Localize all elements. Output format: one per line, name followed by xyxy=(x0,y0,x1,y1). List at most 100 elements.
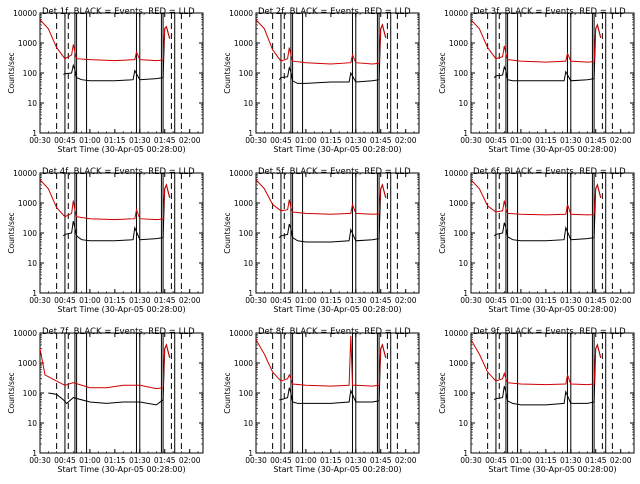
y-axis-label: Counts/sec xyxy=(7,52,16,93)
y-tick-label: 10 xyxy=(27,259,37,268)
series-line-events xyxy=(278,23,387,84)
x-tick-label: 00:30 xyxy=(29,296,51,305)
panel-det-1: Det 1f, BLACK = Events, RED = LLD 1 10 100 1… xyxy=(7,7,204,154)
panel-det-2: Det 2f, BLACK = Events, RED = LLD 1 10 100 1… xyxy=(223,7,420,154)
series-line-events xyxy=(278,183,387,243)
y-tick-label: 10 xyxy=(458,419,468,428)
x-tick-label: 01:00 xyxy=(79,296,101,305)
y-tick-label: 10 xyxy=(458,99,468,108)
y-tick-label: 10 xyxy=(27,419,37,428)
x-tick-label: 01:00 xyxy=(295,456,317,465)
y-tick-label: 10000 xyxy=(444,169,468,178)
y-tick-label: 1 xyxy=(463,449,468,458)
series-group xyxy=(40,343,171,406)
series-line-lld xyxy=(40,343,171,390)
series-line-lld xyxy=(256,179,387,215)
chart-title: Det 1f, BLACK = Events, RED = LLD xyxy=(42,7,195,17)
x-tick-label: 00:45 xyxy=(485,296,507,305)
x-tick-label: 00:45 xyxy=(54,136,76,145)
y-tick-label: 1000 xyxy=(18,39,37,48)
y-tick-label: 1000 xyxy=(234,199,253,208)
x-axis-label: Start Time (30-Apr-05 00:28:00) xyxy=(273,465,401,474)
x-tick-label: 01:00 xyxy=(295,136,317,145)
x-axis-label: Start Time (30-Apr-05 00:28:00) xyxy=(57,305,185,314)
panel-det-9: Det 9f, BLACK = Events, RED = LLD 1 10 100 1… xyxy=(438,327,635,474)
x-tick-label: 01:00 xyxy=(79,136,101,145)
x-tick-label: 01:45 xyxy=(585,136,607,145)
x-tick-label: 01:30 xyxy=(345,136,367,145)
x-tick-label: 02:00 xyxy=(610,136,632,145)
x-tick-label: 02:00 xyxy=(179,136,201,145)
x-tick-label: 01:45 xyxy=(154,296,176,305)
x-tick-label: 02:00 xyxy=(610,296,632,305)
y-tick-label: 1 xyxy=(248,129,253,138)
x-tick-label: 01:30 xyxy=(129,296,151,305)
series-group xyxy=(40,19,171,82)
x-tick-label: 01:30 xyxy=(129,136,151,145)
x-tick-label: 01:15 xyxy=(320,136,342,145)
x-tick-label: 00:45 xyxy=(485,136,507,145)
y-tick-label: 10000 xyxy=(13,169,37,178)
x-tick-label: 01:00 xyxy=(295,296,317,305)
y-axis-label: Counts/sec xyxy=(223,212,232,253)
y-tick-label: 1 xyxy=(463,289,468,298)
x-tick-label: 01:30 xyxy=(560,456,582,465)
series-group xyxy=(471,19,602,82)
x-tick-label: 01:45 xyxy=(370,136,392,145)
x-tick-label: 01:00 xyxy=(510,456,532,465)
y-tick-label: 1 xyxy=(463,129,468,138)
y-tick-label: 100 xyxy=(454,229,469,238)
y-tick-label: 10 xyxy=(27,99,37,108)
x-tick-label: 00:45 xyxy=(270,296,292,305)
panel-det-5: Det 5f, BLACK = Events, RED = LLD 1 10 100 1… xyxy=(223,167,420,314)
y-axis-label: Counts/sec xyxy=(223,372,232,413)
panel-det-3: Det 3f, BLACK = Events, RED = LLD 1 10 100 1… xyxy=(438,7,635,154)
series-line-lld xyxy=(40,19,171,62)
x-tick-label: 01:15 xyxy=(320,296,342,305)
x-tick-label: 01:15 xyxy=(535,136,557,145)
x-tick-label: 02:00 xyxy=(395,456,417,465)
x-tick-label: 01:45 xyxy=(585,456,607,465)
x-tick-label: 01:15 xyxy=(104,296,126,305)
x-tick-label: 01:30 xyxy=(560,136,582,145)
x-tick-label: 02:00 xyxy=(610,456,632,465)
series-group xyxy=(471,339,602,406)
y-tick-label: 100 xyxy=(23,69,38,78)
x-tick-label: 02:00 xyxy=(395,296,417,305)
y-tick-label: 10000 xyxy=(229,9,253,18)
y-tick-label: 1000 xyxy=(18,359,37,368)
x-tick-label: 02:00 xyxy=(179,296,201,305)
x-tick-label: 02:00 xyxy=(395,136,417,145)
x-tick-label: 01:45 xyxy=(154,136,176,145)
y-tick-label: 100 xyxy=(239,69,254,78)
chart-title: Det 8f, BLACK = Events, RED = LLD xyxy=(258,327,411,337)
x-tick-label: 00:30 xyxy=(245,456,267,465)
series-line-lld xyxy=(256,335,387,387)
series-line-events xyxy=(494,343,602,406)
x-tick-label: 00:45 xyxy=(54,456,76,465)
x-tick-label: 00:30 xyxy=(245,296,267,305)
series-line-lld xyxy=(471,19,602,63)
y-tick-label: 10000 xyxy=(13,9,37,18)
chart-title: Det 2f, BLACK = Events, RED = LLD xyxy=(258,7,411,17)
x-tick-label: 00:45 xyxy=(270,136,292,145)
x-tick-label: 00:30 xyxy=(460,136,482,145)
series-line-lld xyxy=(471,179,602,216)
series-line-lld xyxy=(40,179,171,221)
y-tick-label: 100 xyxy=(239,389,254,398)
x-tick-label: 01:30 xyxy=(345,456,367,465)
y-tick-label: 1 xyxy=(32,449,37,458)
series-line-events xyxy=(279,343,387,404)
y-tick-label: 1 xyxy=(248,449,253,458)
x-axis-label: Start Time (30-Apr-05 00:28:00) xyxy=(57,145,185,154)
y-tick-label: 10 xyxy=(243,99,253,108)
x-tick-label: 00:30 xyxy=(29,136,51,145)
x-tick-label: 00:30 xyxy=(29,456,51,465)
x-tick-label: 00:30 xyxy=(460,296,482,305)
chart-title: Det 6f, BLACK = Events, RED = LLD xyxy=(473,167,626,177)
panel-det-8: Det 8f, BLACK = Events, RED = LLD 1 10 100 1… xyxy=(223,327,420,474)
chart-title: Det 7f, BLACK = Events, RED = LLD xyxy=(42,327,195,337)
x-tick-label: 01:30 xyxy=(345,296,367,305)
y-axis-label: Counts/sec xyxy=(438,372,447,413)
